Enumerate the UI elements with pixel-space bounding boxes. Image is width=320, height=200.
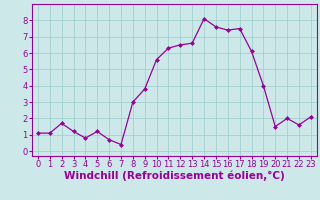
X-axis label: Windchill (Refroidissement éolien,°C): Windchill (Refroidissement éolien,°C) xyxy=(64,171,285,181)
